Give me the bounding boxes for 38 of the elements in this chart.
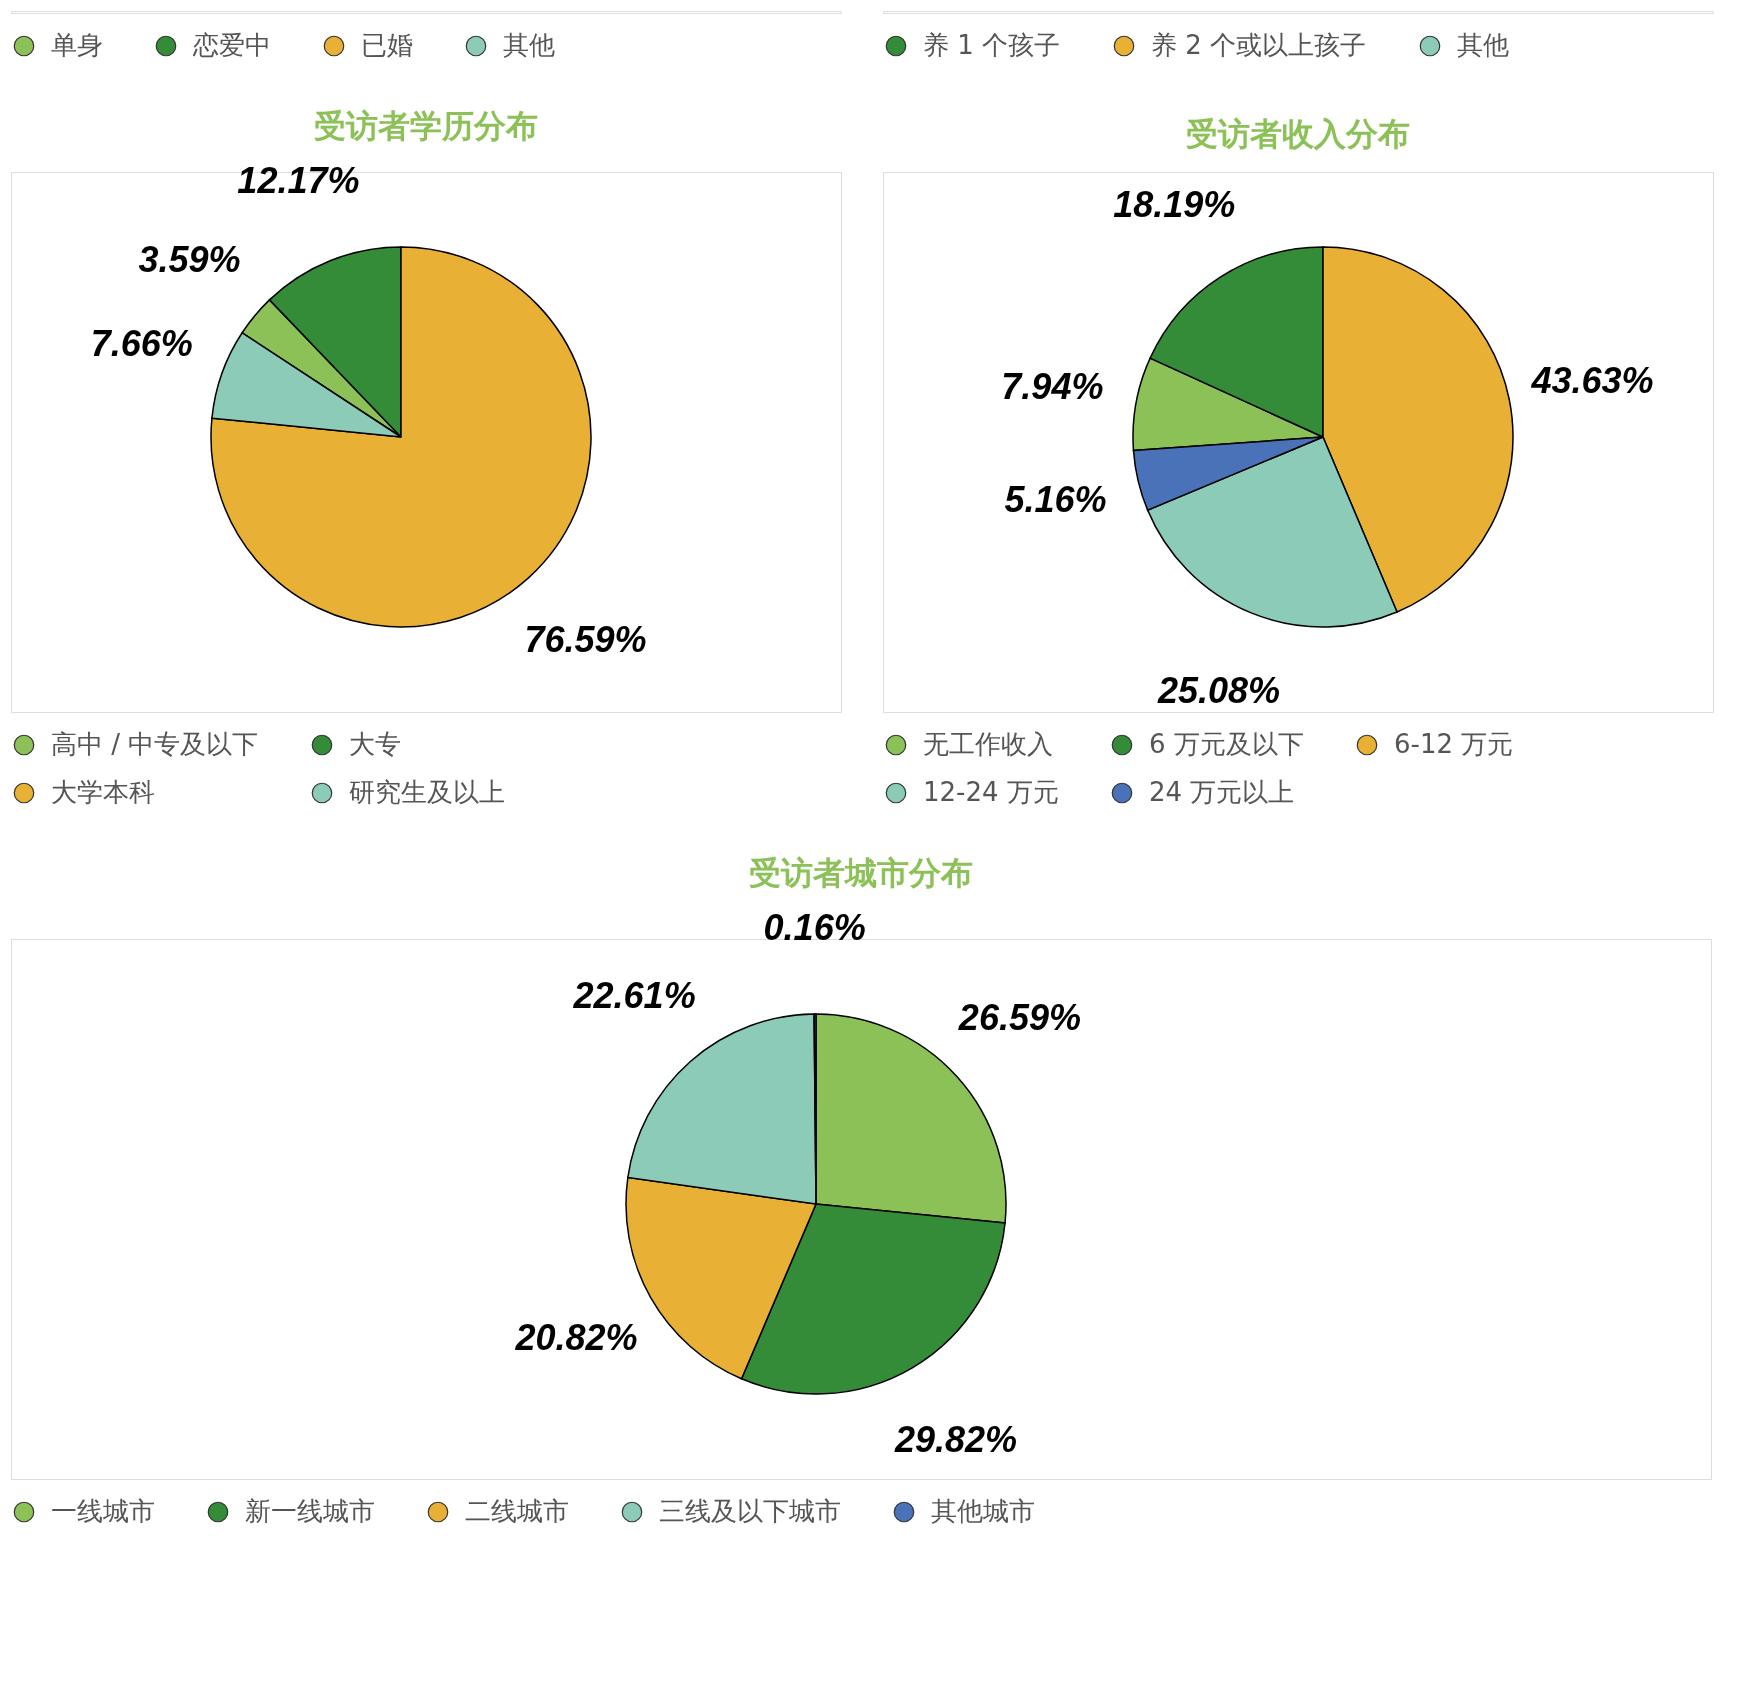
legend-label: 无工作收入 — [923, 729, 1053, 759]
data-label: 12.17% — [237, 159, 360, 201]
data-label: 0.16% — [763, 907, 866, 948]
data-label: 76.59% — [524, 618, 647, 660]
chart-title: 受访者收入分布 — [1186, 115, 1410, 153]
chart-title: 受访者城市分布 — [749, 854, 973, 892]
category-label: 其他 — [503, 30, 555, 60]
legend-label: 二线城市 — [465, 1496, 569, 1526]
data-label: 3.59% — [138, 239, 241, 281]
data-label: 7.94% — [1001, 366, 1104, 408]
legend-label: 12-24 万元 — [923, 777, 1059, 807]
category-label: 养 2 个或以上孩子 — [1151, 30, 1367, 60]
legend-label: 研究生及以上 — [349, 777, 505, 807]
data-label: 18.19% — [1113, 183, 1236, 225]
data-label: 20.82% — [514, 1317, 638, 1359]
data-label: 43.63% — [1530, 360, 1654, 402]
chart-title: 受访者学历分布 — [314, 106, 538, 145]
legend-label: 大专 — [349, 729, 401, 759]
data-label: 7.66% — [90, 323, 193, 365]
legend-label: 6-12 万元 — [1394, 729, 1514, 759]
legend-label: 大学本科 — [51, 777, 155, 807]
legend-label: 三线及以下城市 — [659, 1496, 841, 1526]
data-label: 25.08% — [1156, 669, 1281, 711]
category-label: 养 1 个孩子 — [923, 30, 1061, 60]
data-label: 5.16% — [1004, 478, 1107, 520]
category-label: 已婚 — [361, 30, 413, 60]
category-label: 单身 — [51, 30, 103, 60]
data-label: 29.82% — [893, 1418, 1018, 1460]
legend-label: 新一线城市 — [245, 1496, 375, 1526]
data-label: 26.59% — [957, 997, 1081, 1039]
legend-label: 其他城市 — [931, 1496, 1035, 1526]
legend-label: 高中 / 中专及以下 — [51, 729, 259, 759]
category-label: 恋爱中 — [192, 30, 271, 60]
data-label: 22.61% — [572, 975, 696, 1017]
legend-label: 6 万元及以下 — [1149, 729, 1304, 759]
category-label: 其他 — [1457, 30, 1509, 60]
legend-label: 一线城市 — [51, 1496, 155, 1526]
legend-label: 24 万元以上 — [1149, 777, 1295, 807]
